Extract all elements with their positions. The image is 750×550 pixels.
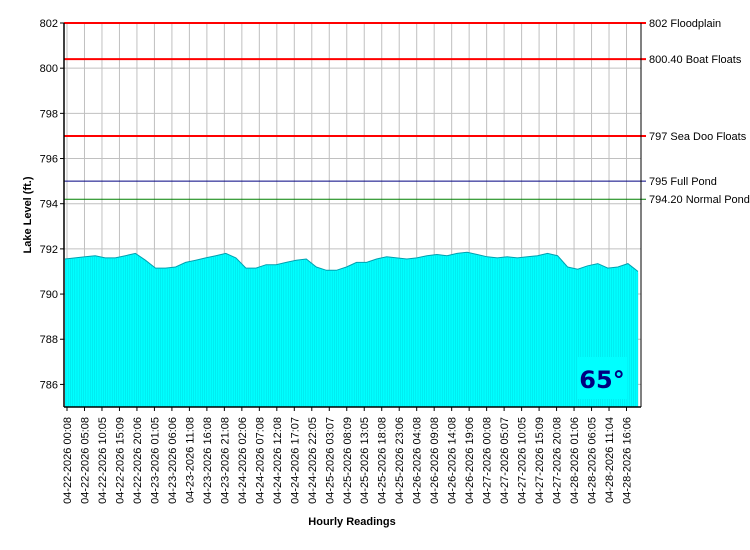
x-tick-label: 04-25-2026 08:09 [342,417,354,504]
reference-line-label: 797 Sea Doo Floats [649,131,747,143]
reference-lines: 802 Floodplain 800.40 Boat Floats 797 Sea … [64,18,750,206]
y-tick-label: 792 [40,244,58,256]
x-tick-label: 04-24-2026 22:05 [307,417,319,504]
x-tick-label: 04-23-2026 06:06 [167,417,179,504]
y-tick-label: 794 [40,199,58,211]
x-tick-label: 04-24-2026 17:07 [289,417,301,504]
x-tick-label: 04-24-2026 02:06 [237,417,249,504]
x-tick-label: 04-28-2026 01:06 [569,417,581,504]
series-area [64,251,639,407]
x-tick-label: 04-24-2026 07:08 [254,417,266,504]
temperature-badge-bg [577,357,627,399]
y-axis-title: Lake Level (ft.) [22,176,34,253]
x-tick-label: 04-23-2026 16:08 [202,417,214,504]
reference-line-label: 800.40 Boat Floats [649,54,742,66]
tick-labels: 786 788 790 792 794 796 798 800 802 04-22-2026 00… [40,18,634,504]
reference-line-label: 802 Floodplain [649,18,721,30]
x-tick-label: 04-28-2026 06:05 [587,417,599,504]
x-tick-label: 04-22-2026 15:09 [114,417,126,504]
x-tick-label: 04-25-2026 18:08 [377,417,389,504]
x-tick-label: 04-28-2026 16:06 [622,417,634,504]
x-tick-label: 04-26-2026 14:08 [447,417,459,504]
x-tick-label: 04-27-2026 10:05 [517,417,529,504]
temperature-value: 65° [579,366,624,394]
y-tick-label: 786 [40,379,58,391]
x-tick-label: 04-27-2026 20:08 [552,417,564,504]
reference-line-label: 794.20 Normal Pond [649,194,750,206]
y-tick-label: 788 [40,334,58,346]
x-tick-label: 04-23-2026 01:05 [149,417,161,504]
y-tick-label: 798 [40,108,58,120]
x-tick-label: 04-26-2026 04:08 [412,417,424,504]
x-tick-label: 04-23-2026 11:08 [184,417,196,503]
y-tick-label: 802 [40,18,58,30]
x-tick-label: 04-27-2026 00:08 [482,417,494,504]
x-tick-label: 04-28-2026 11:04 [604,417,616,503]
x-axis-title: Hourly Readings [308,516,395,528]
x-tick-label: 04-25-2026 23:06 [394,417,406,504]
x-tick-label: 04-22-2026 00:08 [62,417,74,504]
reference-line-label: 795 Full Pond [649,176,717,188]
x-tick-label: 04-22-2026 20:06 [132,417,144,504]
x-tick-label: 04-26-2026 19:06 [464,417,476,504]
x-tick-label: 04-22-2026 10:05 [97,417,109,504]
x-tick-label: 04-27-2026 05:07 [499,417,511,504]
axes [60,22,642,411]
x-tick-label: 04-23-2026 21:08 [219,417,231,504]
x-tick-label: 04-25-2026 13:05 [359,417,371,504]
x-tick-label: 04-24-2026 12:08 [272,417,284,504]
y-tick-label: 800 [40,63,58,75]
y-tick-label: 790 [40,289,58,301]
x-tick-label: 04-26-2026 09:08 [429,417,441,504]
x-tick-label: 04-25-2026 03:07 [324,417,336,504]
x-tick-label: 04-27-2026 15:09 [534,417,546,504]
x-tick-label: 04-22-2026 05:08 [79,417,91,504]
series-line [64,251,639,272]
temperature-badge: 65° [577,357,627,399]
y-tick-label: 796 [40,154,58,166]
